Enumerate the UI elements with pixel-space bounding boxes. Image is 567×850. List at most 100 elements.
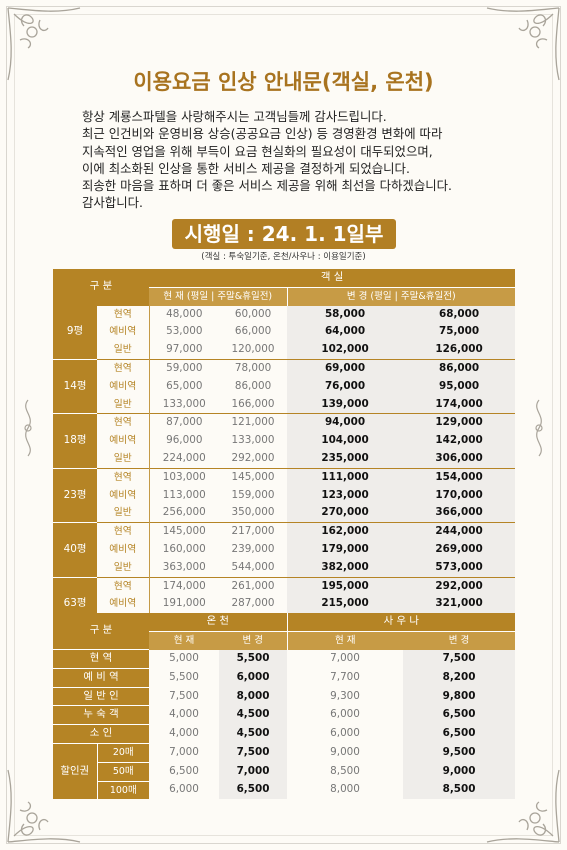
current-weekend-rate: 121,000	[219, 413, 288, 433]
hot-spring-current-rate: 6,500	[169, 764, 199, 777]
table-row: 예 비 역 5,500 6,000 7,700 8,200	[53, 667, 516, 688]
current-weekday-rate: 48,000	[148, 305, 220, 324]
hot-spring-changed-rate: 6,500	[219, 781, 288, 800]
bath-header-sauna-changed: 변 경	[403, 630, 516, 650]
changed-weekday-rate: 69,000	[287, 358, 404, 378]
changed-weekday-rate: 123,000	[287, 486, 404, 505]
member-type-label: 일반	[113, 507, 132, 519]
room-header-changed: 변 경 (평일 | 주말&휴일전)	[286, 286, 516, 306]
changed-weekend-rate: 244,000	[403, 522, 516, 541]
member-type-label: 예비역	[109, 598, 137, 610]
room-header-current: 현 재 (평일 | 주말&휴일전)	[149, 286, 288, 306]
hot-spring-current-rate: 6,000	[169, 783, 199, 796]
bath-category-label: 일 반 인	[53, 686, 150, 706]
bath-header-hot-changed: 변 경	[219, 630, 288, 650]
bath-rate-table: 구 분 온 천 사 우 나 현 재 변 경 현 재 변 경 현 역 5,000 5,…	[53, 613, 516, 800]
changed-weekday-rate: 195,000	[287, 576, 404, 596]
table-row: 14평 현역 59,000 78,000 69,000 86,000	[53, 358, 516, 414]
sauna-current-rate: 8,000	[330, 783, 360, 796]
changed-weekday-rate: 111,000	[287, 467, 404, 487]
hot-spring-changed-rate: 7,000	[219, 762, 288, 782]
hot-spring-changed-rate: 5,500	[219, 649, 288, 669]
bath-header-sauna: 사 우 나	[286, 613, 516, 632]
intro-line: 이에 최소화된 인상을 통한 서비스 제공을 결정하게 되었습니다.	[82, 160, 410, 176]
sauna-current-rate: 8,500	[330, 764, 360, 777]
member-type-label: 현역	[97, 576, 150, 596]
table-row: 일반 133,000 166,000 139,000 174,000	[53, 395, 516, 414]
room-size-label: 23평	[53, 467, 97, 523]
table-row: 일반 97,000 120,000 102,000 126,000	[53, 341, 516, 360]
changed-weekend-rate: 306,000	[403, 449, 516, 469]
changed-weekday-rate: 139,000	[287, 395, 404, 414]
changed-weekday-rate: 64,000	[287, 323, 404, 342]
hot-spring-current-rate: 7,500	[169, 689, 199, 702]
member-type-label: 일반	[113, 561, 132, 573]
effective-date-badge: 시행일 : 24. 1. 1일부	[172, 219, 396, 249]
hot-spring-changed-rate: 7,500	[219, 743, 288, 763]
hot-spring-changed-rate: 6,000	[219, 668, 288, 688]
current-weekday-rate: 65,000	[148, 377, 220, 396]
sauna-changed-rate: 8,200	[403, 668, 516, 688]
changed-weekend-rate: 154,000	[403, 467, 516, 487]
table-row: 63평 현역 174,000 261,000 195,000 292,000	[53, 576, 516, 631]
table-row: 소 인 4,000 4,500 6,000 6,500	[53, 724, 516, 744]
table-row: 일반 224,000 292,000 235,000 306,000	[53, 449, 516, 469]
table-row: 9평 현역 48,000 60,000 58,000 68,000	[53, 305, 516, 360]
current-weekday-rate: 87,000	[148, 413, 220, 433]
current-weekend-rate: 159,000	[231, 488, 275, 501]
current-weekday-rate: 96,000	[148, 432, 220, 450]
member-type-label: 예비역	[109, 435, 137, 447]
current-weekday-rate: 256,000	[148, 504, 220, 523]
current-weekday-rate: 97,000	[148, 341, 220, 360]
side-ornament-right	[529, 398, 549, 458]
sauna-current-rate: 7,000	[330, 652, 360, 665]
room-size-label: 14평	[53, 358, 97, 414]
changed-weekend-rate: 95,000	[403, 377, 516, 396]
sauna-changed-rate: 6,500	[403, 705, 516, 725]
current-weekday-rate: 145,000	[148, 522, 220, 541]
basis-note: (객실 : 투숙일기준, 온천/사우나 : 이용일기준)	[201, 252, 366, 262]
sauna-current-rate: 6,000	[330, 727, 360, 740]
table-row: 50매 6,500 7,000 8,500 9,000	[53, 761, 516, 782]
changed-weekday-rate: 179,000	[287, 540, 404, 559]
current-weekday-rate: 191,000	[148, 595, 220, 614]
table-row: 예비역 160,000 239,000 179,000 269,000	[53, 540, 516, 559]
current-weekend-rate: 78,000	[219, 358, 288, 378]
member-type-label: 현역	[97, 358, 150, 378]
side-ornament-left	[18, 398, 38, 458]
current-weekday-rate: 133,000	[148, 395, 220, 414]
table-row: 예비역 65,000 86,000 76,000 95,000	[53, 377, 516, 396]
current-weekend-rate: 544,000	[231, 560, 275, 573]
member-type-label: 예비역	[109, 489, 137, 501]
changed-weekend-rate: 142,000	[403, 432, 516, 450]
corner-ornament-bottom-right	[477, 760, 567, 850]
table-row: 할인권 20매 7,000 7,500 9,000 9,500	[53, 743, 516, 800]
changed-weekend-rate: 75,000	[403, 323, 516, 342]
bath-category-label: 예 비 역	[53, 667, 150, 688]
changed-weekend-rate: 573,000	[403, 558, 516, 578]
table-row: 일 반 인 7,500 8,000 9,300 9,800	[53, 686, 516, 706]
changed-weekend-rate: 321,000	[403, 595, 516, 614]
member-type-label: 현역	[97, 522, 150, 541]
bath-header-hot-spring: 온 천	[149, 613, 288, 632]
room-size-label: 18평	[53, 413, 97, 469]
current-weekend-rate: 120,000	[231, 343, 275, 356]
changed-weekday-rate: 215,000	[287, 595, 404, 614]
room-size-label: 9평	[53, 305, 97, 360]
current-weekend-rate: 86,000	[234, 379, 272, 392]
room-header-group: 객 실	[149, 269, 516, 288]
discount-ticket-label: 할인권	[53, 743, 97, 800]
current-weekday-rate: 59,000	[148, 358, 220, 378]
intro-line: 항상 계룡스파텔을 사랑해주시는 고객님들께 감사드립니다.	[82, 109, 387, 124]
bath-header-category: 구 분	[53, 613, 150, 650]
changed-weekday-rate: 382,000	[287, 558, 404, 578]
changed-weekend-rate: 170,000	[403, 486, 516, 505]
member-type-label: 현역	[113, 308, 132, 320]
table-row: 누 숙 객 4,000 4,500 6,000 6,500	[53, 705, 516, 725]
member-type-label: 현역	[97, 413, 150, 433]
sauna-changed-rate: 6,500	[403, 724, 516, 744]
changed-weekday-rate: 76,000	[287, 377, 404, 396]
changed-weekday-rate: 235,000	[287, 449, 404, 469]
current-weekend-rate: 60,000	[234, 307, 272, 320]
current-weekend-rate: 133,000	[231, 434, 275, 447]
